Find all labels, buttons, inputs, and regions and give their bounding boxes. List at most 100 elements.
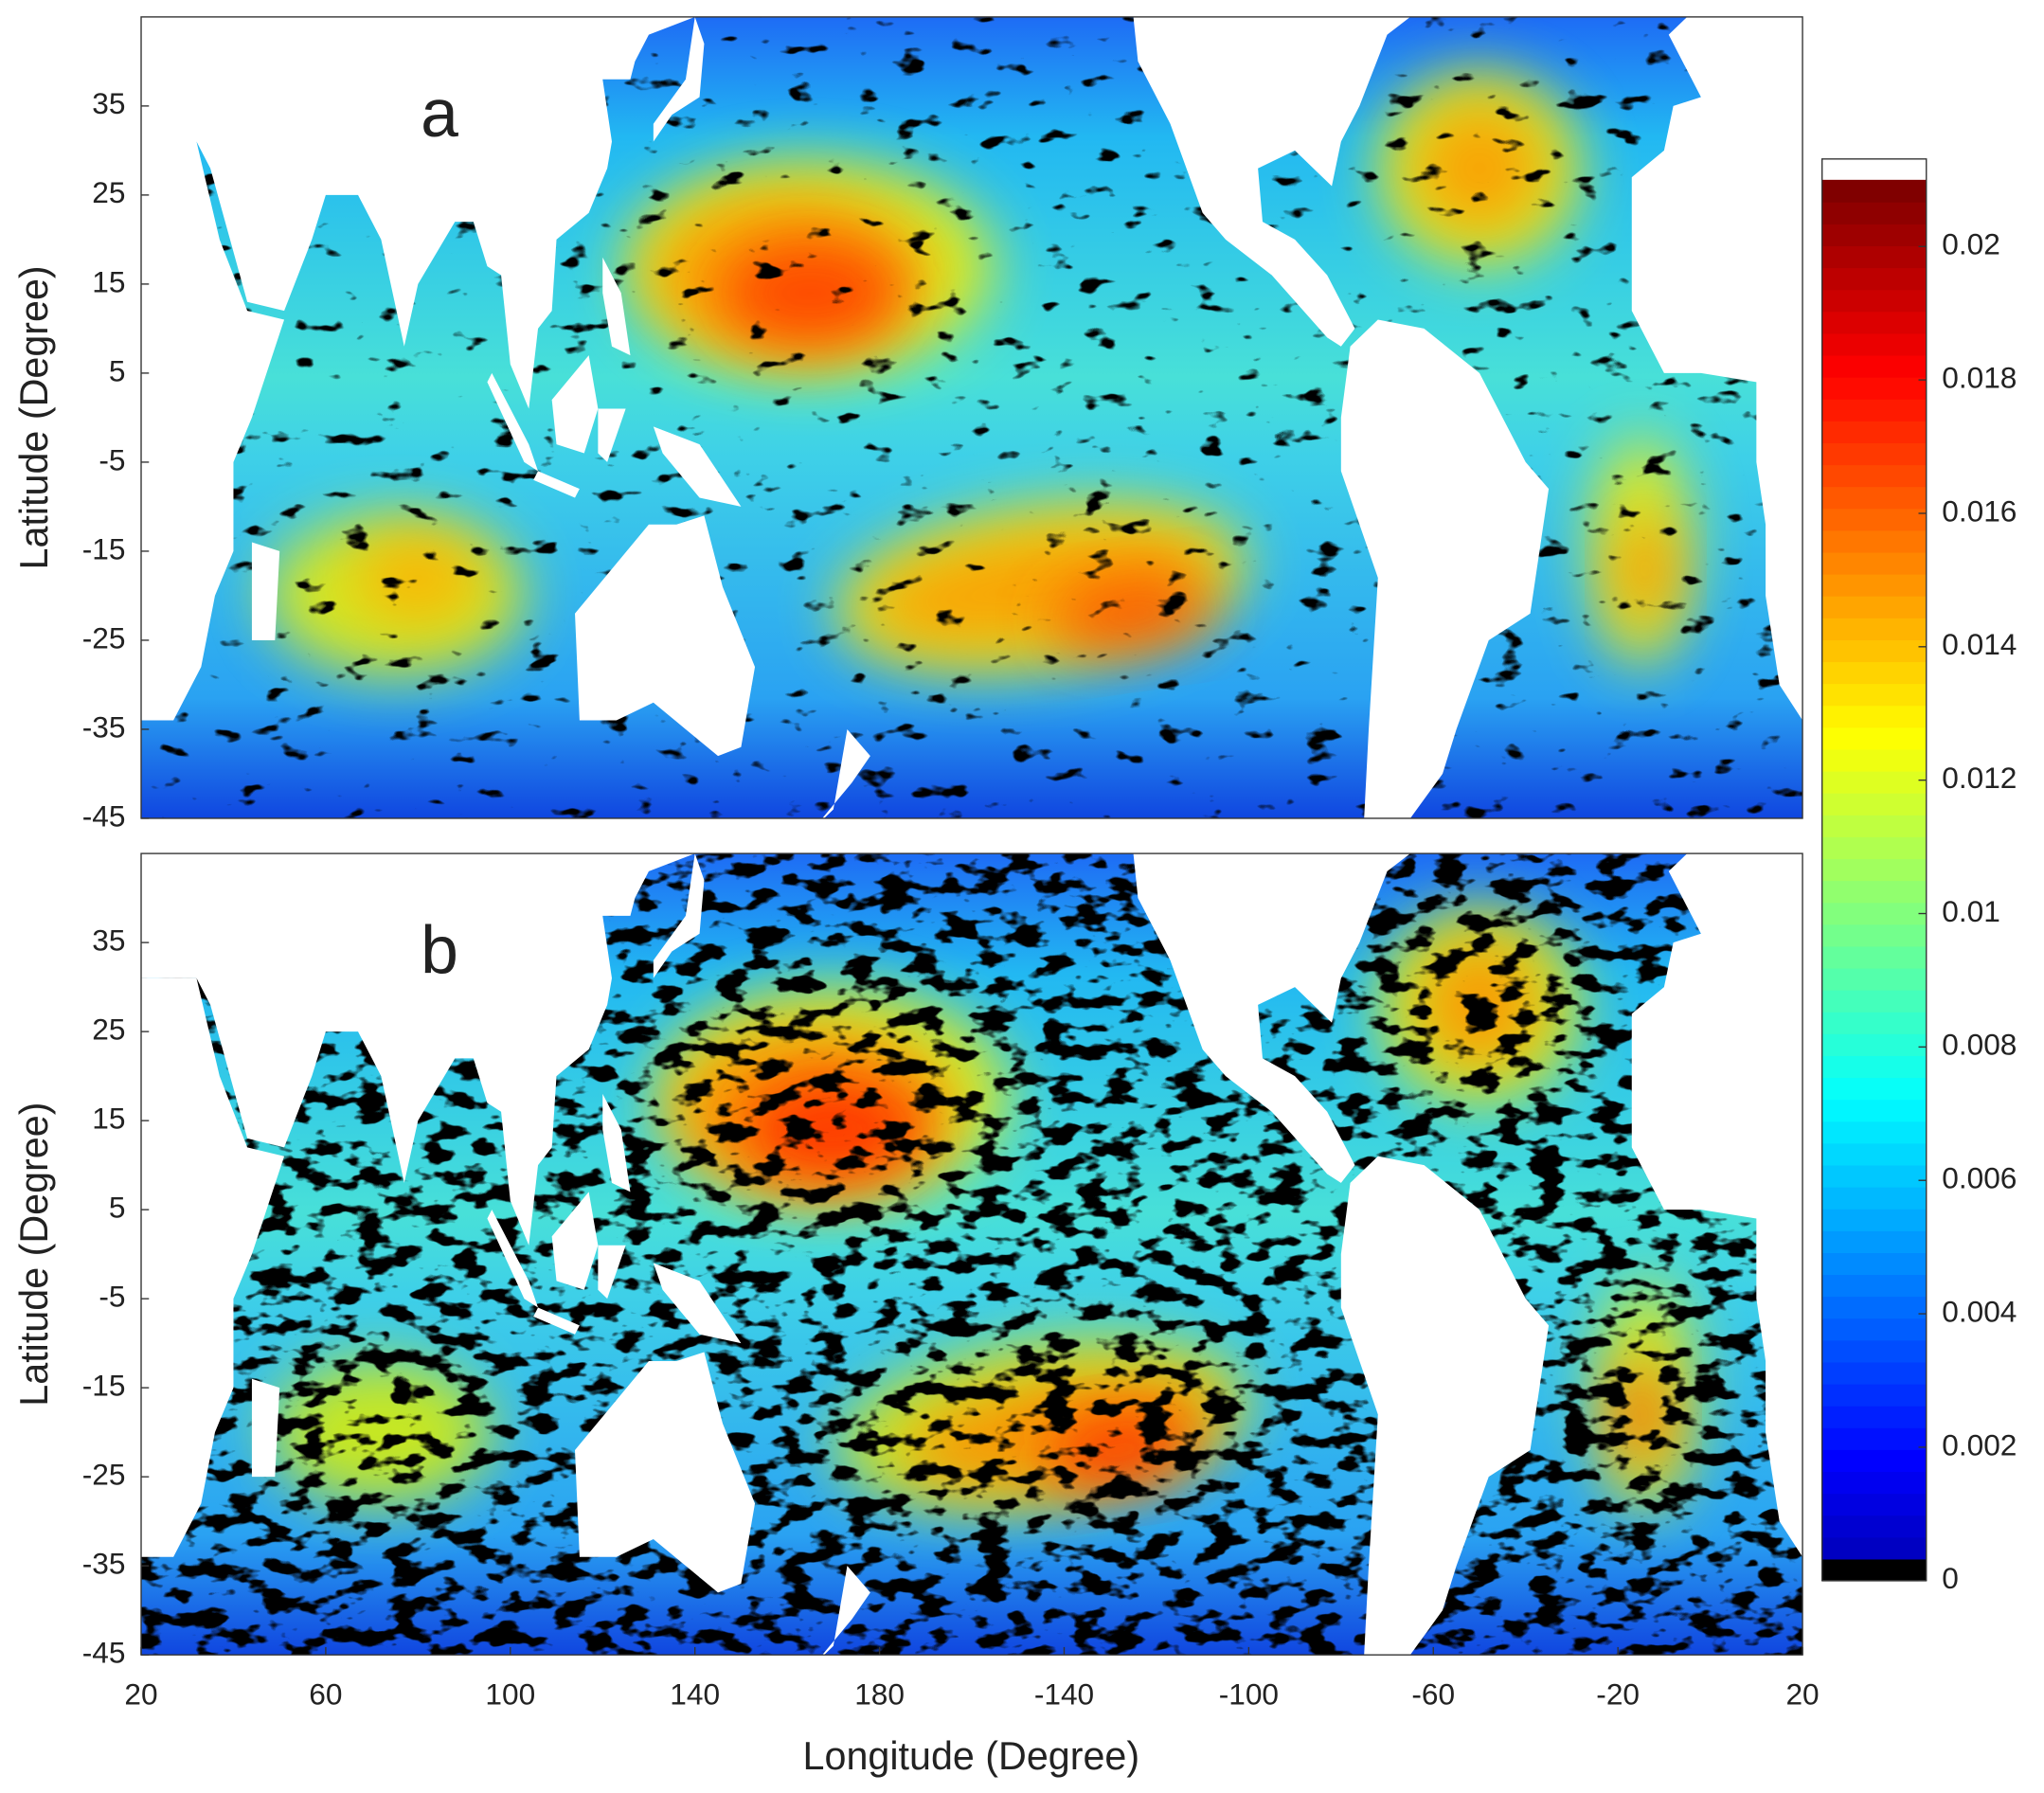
colorbar-segment [1821, 748, 1927, 772]
y-tick-label: 15 [92, 1101, 125, 1135]
y-tick-label: 35 [92, 923, 125, 957]
colorbar-segment [1821, 354, 1927, 378]
y-tick-label: -25 [82, 1458, 126, 1492]
colorbar-segment [1821, 1405, 1927, 1428]
colorbar-segment [1821, 376, 1927, 400]
colorbar-segment [1821, 618, 1927, 640]
colorbar-tick-label: 0.004 [1942, 1294, 2017, 1328]
colorbar-segment [1821, 1274, 1927, 1298]
map-panel [141, 853, 1803, 1656]
colorbar-segment [1821, 705, 1927, 728]
colorbar-segment [1821, 880, 1927, 904]
colorbar-segment [1821, 289, 1927, 313]
land [653, 426, 742, 507]
colorbar-segment [1821, 1099, 1927, 1122]
colorbar-segment [1821, 1164, 1927, 1188]
x-tick-label: -100 [1219, 1677, 1279, 1712]
x-tick-label: 140 [670, 1677, 720, 1712]
colorbar-segment [1821, 726, 1927, 750]
land [602, 257, 631, 356]
colorbar-segment [1821, 945, 1927, 969]
x-tick-label: -60 [1411, 1677, 1455, 1712]
land [602, 1093, 631, 1192]
colorbar-segment [1821, 529, 1927, 553]
colorbar-segment [1821, 1142, 1927, 1166]
colorbar-segment [1821, 573, 1927, 597]
colorbar-segment [1821, 1427, 1927, 1450]
y-tick-label: -45 [82, 798, 126, 833]
colorbar-segment [1821, 224, 1927, 246]
colorbar-segment [1821, 923, 1927, 947]
land [598, 408, 626, 462]
x-tick-label: 100 [485, 1677, 535, 1712]
colorbar-segment [1821, 814, 1927, 837]
colorbar-segment [1821, 1493, 1927, 1516]
y-tick-label: 15 [92, 264, 125, 298]
colorbar-segment [1821, 508, 1927, 531]
x-tick-label: -20 [1596, 1677, 1640, 1712]
map-panel [141, 16, 1803, 818]
colorbar-tick-label: 0.02 [1942, 227, 2000, 261]
land [1631, 16, 1803, 721]
colorbar-segment [1821, 1011, 1927, 1034]
colorbar-segment [1821, 442, 1927, 466]
land [1340, 1156, 1550, 1656]
colorbar-segment [1821, 770, 1927, 794]
colorbar-segment [1821, 245, 1927, 269]
y-tick-label: 5 [109, 1190, 126, 1224]
y-axis-label: Latitude (Degree) [12, 265, 56, 569]
y-tick-label: -35 [82, 709, 126, 744]
colorbar-tick-label: 0.006 [1942, 1161, 2017, 1195]
colorbar-tick-label: 0.012 [1942, 761, 2017, 795]
colorbar-segment [1821, 683, 1927, 707]
colorbar-segment [1821, 1186, 1927, 1210]
colorbar-segment [1821, 1515, 1927, 1538]
colorbar-segment [1821, 398, 1927, 421]
panel-label: b [421, 912, 458, 988]
x-tick-label: 60 [309, 1677, 342, 1712]
colorbar-segment [1821, 989, 1927, 1013]
axes-frame [140, 16, 1803, 819]
y-tick-label: 25 [92, 1012, 125, 1046]
land [1631, 853, 1803, 1557]
colorbar-segment [1821, 464, 1927, 488]
colorbar-segment [1821, 201, 1927, 224]
land [551, 1192, 599, 1290]
land [141, 977, 285, 1557]
y-tick-label: -15 [82, 1369, 126, 1403]
y-tick-label: -5 [99, 442, 125, 476]
colorbar-segment [1821, 1252, 1927, 1276]
land [251, 542, 280, 640]
colorbar-segment [1821, 311, 1927, 334]
colorbar-tick-label: 0.018 [1942, 360, 2017, 394]
land [653, 853, 705, 978]
y-tick-label: -5 [99, 1280, 125, 1314]
colorbar-tick-label: 0.01 [1942, 894, 2000, 928]
y-tick-label: -25 [82, 620, 126, 654]
colorbar-segment [1821, 332, 1927, 356]
colorbar-segment [1821, 792, 1927, 816]
y-tick-label: -45 [82, 1636, 126, 1670]
colorbar-tick-label: 0.002 [1942, 1427, 2017, 1461]
colorbar-segment [1821, 1055, 1927, 1079]
colorbar-segment [1821, 1121, 1927, 1144]
land [822, 1566, 870, 1656]
colorbar-segment [1821, 1033, 1927, 1056]
colorbar-segment [1821, 1536, 1927, 1560]
land [653, 16, 705, 142]
y-tick-label: 5 [109, 353, 126, 387]
colorbar-segment [1821, 1449, 1927, 1473]
land [487, 1210, 539, 1308]
colorbar-segment [1821, 661, 1927, 685]
land [653, 1263, 742, 1344]
colorbar-segment [1821, 1230, 1927, 1253]
land [487, 372, 539, 472]
colorbar-tick-label: 0.016 [1942, 493, 2017, 528]
x-tick-label: 20 [124, 1677, 157, 1712]
land [141, 16, 695, 409]
y-tick-label: -15 [82, 531, 126, 565]
colorbar-segment [1821, 595, 1927, 619]
land [251, 1378, 280, 1478]
colorbar-tick-label: 0.008 [1942, 1028, 2017, 1062]
